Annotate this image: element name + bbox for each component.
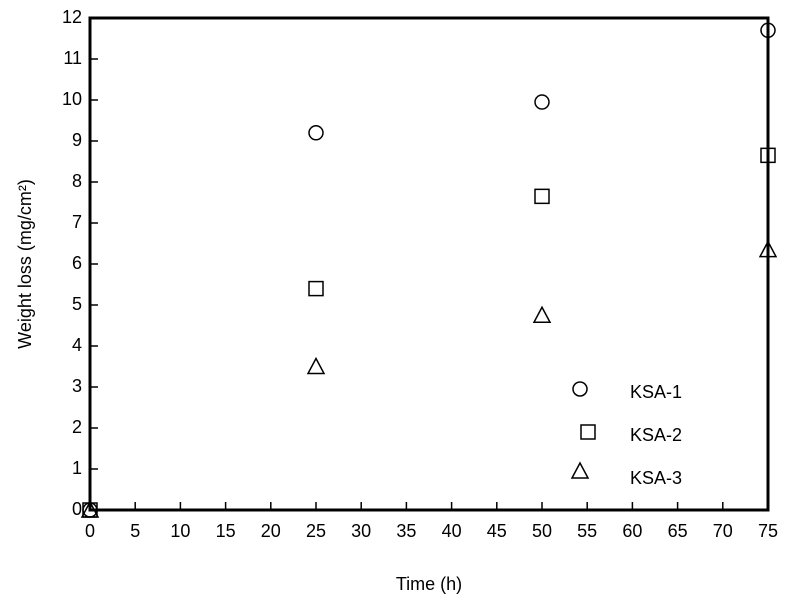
x-tick-label: 60 [622, 521, 642, 541]
legend-label: KSA-2 [630, 425, 682, 445]
y-tick-label: 8 [72, 171, 82, 191]
legend-marker [572, 381, 588, 397]
data-point [760, 147, 776, 164]
y-axis-label: Weight loss (mg/cm²) [15, 179, 35, 349]
x-tick-label: 20 [261, 521, 281, 541]
data-point [760, 22, 776, 39]
y-tick-label: 4 [72, 335, 82, 355]
data-point [308, 125, 324, 141]
y-tick-label: 9 [72, 130, 82, 150]
x-tick-label: 75 [758, 521, 778, 541]
x-tick-label: 55 [577, 521, 597, 541]
x-tick-label: 30 [351, 521, 371, 541]
x-tick-label: 65 [668, 521, 688, 541]
legend-marker [580, 424, 596, 440]
y-tick-label: 2 [72, 417, 82, 437]
data-point [758, 240, 778, 258]
x-tick-label: 5 [130, 521, 140, 541]
data-point [308, 280, 324, 297]
x-tick-label: 45 [487, 521, 507, 541]
data-point [532, 305, 552, 323]
x-tick-label: 10 [170, 521, 190, 541]
x-tick-label: 25 [306, 521, 326, 541]
x-tick-label: 40 [442, 521, 462, 541]
y-tick-label: 6 [72, 253, 82, 273]
x-tick-label: 35 [396, 521, 416, 541]
data-point [534, 94, 550, 110]
data-point [306, 356, 326, 375]
legend-label: KSA-3 [630, 468, 682, 488]
y-tick-label: 1 [72, 458, 82, 478]
legend-marker [570, 461, 590, 479]
y-tick-label: 7 [72, 212, 82, 232]
x-tick-label: 15 [216, 521, 236, 541]
x-tick-label: 0 [85, 521, 95, 541]
y-tick-label: 12 [62, 7, 82, 27]
y-tick-label: 11 [63, 48, 82, 68]
data-point [534, 188, 550, 205]
x-tick-label: 70 [713, 521, 733, 541]
legend-label: KSA-1 [630, 382, 682, 402]
plot-frame [88, 16, 770, 512]
x-tick-label: 50 [532, 521, 552, 541]
y-tick-label: 0 [72, 499, 82, 519]
data-point [80, 500, 100, 518]
y-tick-label: 3 [72, 376, 82, 396]
y-tick-label: 10 [62, 89, 82, 109]
x-axis-label: Time (h) [396, 574, 462, 594]
y-tick-label: 5 [72, 294, 82, 314]
